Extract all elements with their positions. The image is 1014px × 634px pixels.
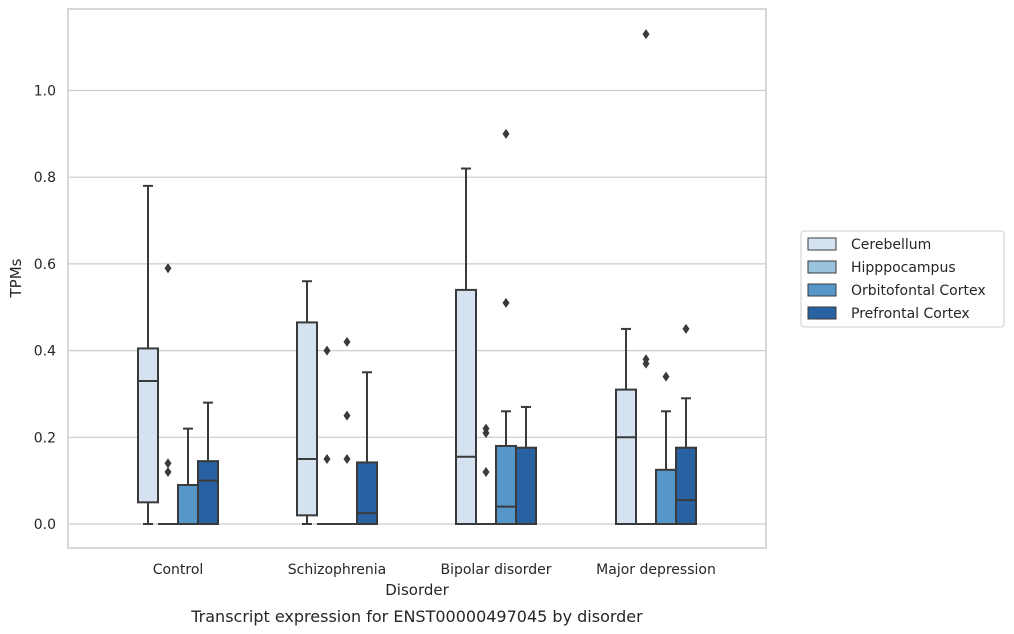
x-tick-label: Major depression bbox=[596, 562, 716, 578]
outlier-point bbox=[164, 458, 172, 469]
box-0-1 bbox=[296, 280, 318, 525]
plot-area bbox=[68, 9, 766, 548]
box bbox=[455, 288, 477, 525]
box bbox=[356, 461, 378, 525]
box bbox=[177, 483, 199, 525]
box-1-1 bbox=[317, 345, 337, 525]
box-3-3 bbox=[675, 323, 697, 526]
box bbox=[655, 468, 677, 525]
legend: Cerebellum Hipppocampus Orbitofontal Corte… bbox=[800, 230, 1005, 328]
outlier-point bbox=[642, 358, 650, 369]
y-tick-label: 0.8 bbox=[34, 170, 56, 186]
legend-label: Hipppocampus bbox=[851, 260, 956, 276]
box-0-0 bbox=[137, 184, 159, 525]
chart-caption: Transcript expression for ENST0000049704… bbox=[190, 607, 643, 626]
box bbox=[197, 460, 219, 525]
x-axis-label: Disorder bbox=[385, 581, 449, 599]
x-tick-label: Bipolar disorder bbox=[440, 562, 551, 578]
outlier-point bbox=[343, 336, 351, 347]
outlier-point bbox=[482, 427, 490, 438]
box-2-2 bbox=[495, 128, 517, 525]
box-1-3 bbox=[636, 29, 656, 525]
outlier-point bbox=[323, 453, 331, 464]
y-tick-label: 0.6 bbox=[34, 257, 56, 273]
y-tick-label: 0.2 bbox=[34, 430, 56, 446]
y-tick-label: 1.0 bbox=[34, 84, 56, 100]
box-groups bbox=[137, 29, 697, 526]
outlier-point bbox=[343, 410, 351, 421]
box-2-1 bbox=[337, 336, 357, 525]
box-1-0 bbox=[158, 263, 178, 525]
legend-label: Orbitofontal Cortex bbox=[851, 283, 986, 299]
box bbox=[137, 347, 159, 504]
outlier-point bbox=[502, 297, 510, 308]
plot-frame bbox=[67, 8, 767, 549]
outlier-point bbox=[662, 371, 670, 382]
y-axis-label: TPMs bbox=[7, 258, 25, 298]
legend-swatch bbox=[807, 237, 837, 251]
outlier-point bbox=[164, 263, 172, 274]
box-3-1 bbox=[356, 371, 378, 525]
box bbox=[296, 321, 318, 517]
box bbox=[615, 388, 637, 525]
outlier-point bbox=[164, 466, 172, 477]
outlier-point bbox=[323, 345, 331, 356]
x-tick-label: Schizophrenia bbox=[288, 562, 386, 578]
box-3-2 bbox=[515, 405, 537, 526]
x-tick-labels: Control Schizophrenia Bipolar disorder Majo… bbox=[153, 562, 716, 578]
outlier-point bbox=[642, 29, 650, 40]
box bbox=[495, 444, 517, 525]
box-2-0 bbox=[177, 427, 199, 525]
y-tick-label: 0.0 bbox=[34, 517, 56, 533]
y-tick-label: 0.4 bbox=[34, 344, 56, 360]
legend-swatch bbox=[807, 306, 837, 320]
box-0-2 bbox=[455, 167, 477, 525]
outlier-point bbox=[343, 453, 351, 464]
legend-frame bbox=[800, 230, 1005, 328]
legend-swatch bbox=[807, 260, 837, 274]
x-tick-label: Control bbox=[153, 562, 204, 578]
outlier-point bbox=[682, 323, 690, 334]
box-1-2 bbox=[476, 423, 496, 525]
legend-swatch bbox=[807, 283, 837, 297]
box-3-0 bbox=[197, 401, 219, 525]
outlier-point bbox=[482, 466, 490, 477]
y-tick-labels: 0.0 0.2 0.4 0.6 0.8 1.0 bbox=[34, 84, 56, 534]
legend-label: Cerebellum bbox=[851, 237, 931, 253]
box-0-3 bbox=[615, 327, 637, 525]
legend-label: Prefrontal Cortex bbox=[851, 306, 970, 322]
box bbox=[675, 446, 697, 526]
outlier-point bbox=[502, 128, 510, 139]
box bbox=[515, 446, 537, 526]
